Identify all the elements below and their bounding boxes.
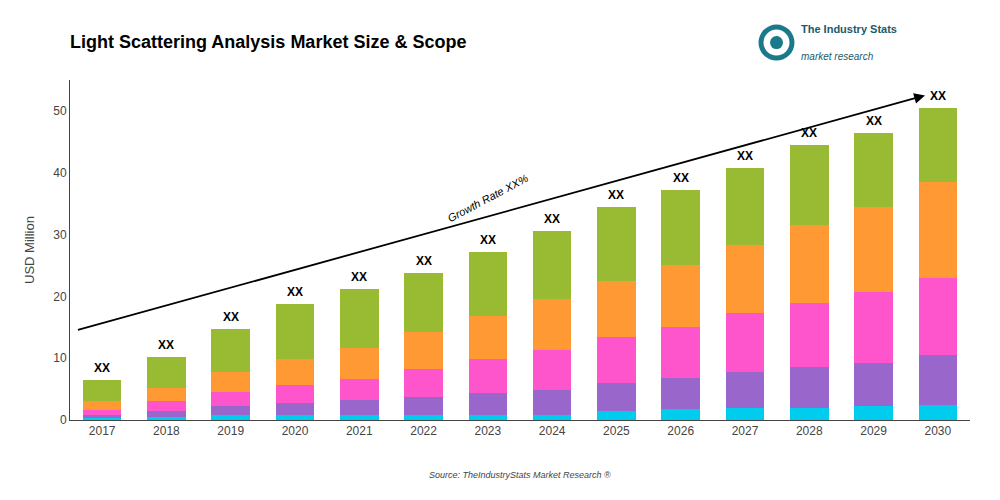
svg-text:XX: XX: [287, 285, 303, 299]
svg-text:The Industry Stats: The Industry Stats: [801, 23, 897, 35]
svg-text:Source: TheIndustryStats Marke: Source: TheIndustryStats Market Research…: [429, 470, 611, 480]
svg-text:2017: 2017: [89, 424, 116, 438]
svg-text:XX: XX: [223, 310, 239, 324]
svg-text:XX: XX: [930, 89, 946, 103]
svg-text:30: 30: [53, 228, 67, 242]
svg-text:Light Scattering Analysis Mark: Light Scattering Analysis Market Size & …: [70, 32, 466, 52]
svg-text:2021: 2021: [346, 424, 373, 438]
svg-text:market research: market research: [801, 51, 874, 62]
svg-text:10: 10: [53, 351, 67, 365]
svg-text:2022: 2022: [410, 424, 437, 438]
svg-text:2029: 2029: [860, 424, 887, 438]
svg-text:2028: 2028: [796, 424, 823, 438]
svg-text:20: 20: [53, 290, 67, 304]
svg-text:2019: 2019: [217, 424, 244, 438]
svg-text:2024: 2024: [539, 424, 566, 438]
svg-text:XX: XX: [737, 149, 753, 163]
svg-text:40: 40: [53, 166, 67, 180]
svg-text:2025: 2025: [603, 424, 630, 438]
svg-text:XX: XX: [866, 114, 882, 128]
svg-text:0: 0: [60, 413, 67, 427]
svg-text:2018: 2018: [153, 424, 180, 438]
svg-text:XX: XX: [608, 188, 624, 202]
svg-text:2020: 2020: [282, 424, 309, 438]
svg-text:USD Million: USD Million: [22, 216, 37, 284]
svg-text:XX: XX: [158, 338, 174, 352]
svg-text:XX: XX: [351, 270, 367, 284]
svg-text:XX: XX: [480, 233, 496, 247]
svg-text:Growth Rate XX%: Growth Rate XX%: [446, 172, 531, 225]
svg-text:XX: XX: [801, 126, 817, 140]
svg-text:2027: 2027: [732, 424, 759, 438]
svg-text:XX: XX: [416, 254, 432, 268]
svg-text:2030: 2030: [925, 424, 952, 438]
svg-text:XX: XX: [94, 361, 110, 375]
svg-text:50: 50: [53, 104, 67, 118]
svg-text:XX: XX: [544, 212, 560, 226]
svg-text:2023: 2023: [475, 424, 502, 438]
svg-text:XX: XX: [673, 171, 689, 185]
svg-text:2026: 2026: [667, 424, 694, 438]
